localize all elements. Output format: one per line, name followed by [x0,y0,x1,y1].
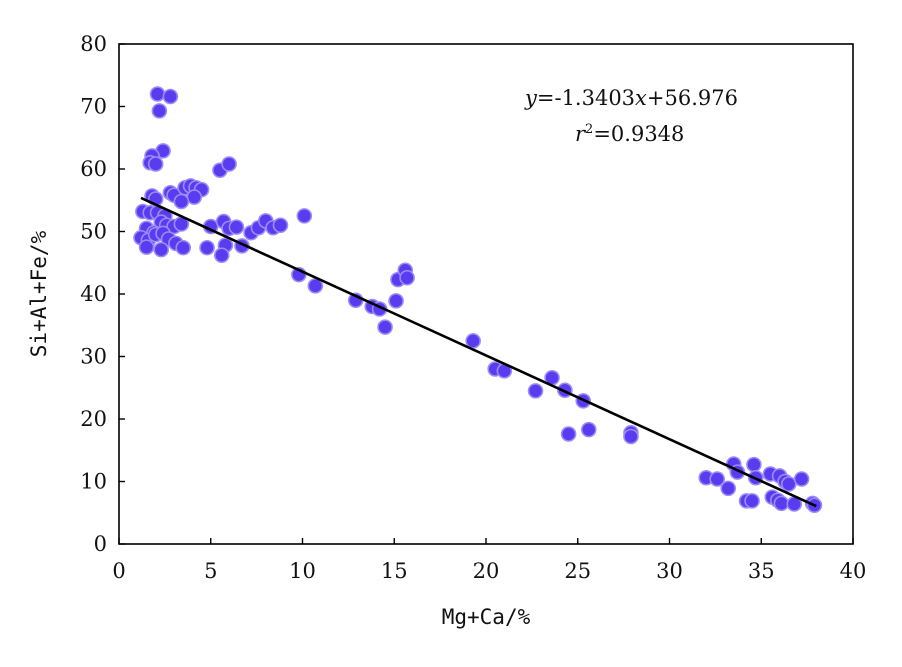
x-axis-title: Mg+Ca/% [442,605,531,629]
y-axis: 0 10 20 30 40 50 60 70 80 [80,32,125,556]
equation-intercept: +56.976 [647,86,738,110]
y-tick-label-30: 30 [80,345,107,369]
y-tick-label-20: 20 [80,407,107,431]
data-point-7 [147,156,164,172]
data-point-38 [175,239,192,256]
x-tick-label-5: 5 [204,559,217,583]
data-point-3 [151,103,168,119]
y-tick-label-50: 50 [80,220,107,244]
data-point-81 [746,456,762,473]
data-point-1 [149,86,166,102]
y-tick-label-0: 0 [94,532,107,556]
r-squared-sup: 2 [585,122,593,137]
x-tick-label-0: 0 [112,559,125,583]
data-point-59 [388,293,404,309]
y-tick-label-40: 40 [80,282,107,306]
data-point-43 [228,219,245,235]
data-point-58 [377,319,393,335]
data-point-45 [213,247,230,264]
data-point-36 [138,239,155,255]
y-tick-label-10: 10 [80,470,107,494]
y-axis-title: Si+Al+Fe/% [27,230,51,357]
data-point-87 [773,495,790,512]
data-point-66 [527,383,544,399]
data-point-75 [709,471,726,487]
r-squared-label: r2=0.9348 [575,122,684,146]
regression-equation: y=-1.3403x+56.976 [524,86,738,110]
x-tick-label-10: 10 [289,559,316,583]
r-squared-var: r [575,122,587,146]
equation-slope: =-1.3403 [537,86,635,110]
y-tick-label-60: 60 [80,157,107,181]
data-point-91 [793,471,810,487]
data-point-80 [744,493,760,509]
equation-y-var: y [524,86,538,110]
x-tick-label-15: 15 [381,559,408,583]
x-tick-label-20: 20 [473,559,500,583]
x-tick-label-30: 30 [656,559,683,583]
r-squared-value: =0.9348 [593,122,684,146]
equation-x-var: x [635,86,647,110]
data-point-63 [465,333,481,349]
data-point-73 [623,428,639,445]
data-point-19 [173,193,190,210]
regression-line [140,196,817,508]
data-point-37 [153,241,170,258]
data-point-52 [296,208,313,224]
y-tick-label-70: 70 [80,95,107,119]
x-axis: 0 5 10 15 20 25 30 35 40 [112,538,866,583]
data-point-69 [560,426,577,442]
x-tick-label-25: 25 [564,559,591,583]
data-point-9 [221,156,237,172]
data-point-2 [162,88,179,105]
x-tick-label-35: 35 [748,559,775,583]
data-point-51 [272,217,289,234]
y-tick-label-80: 80 [80,32,107,56]
data-point-89 [780,476,797,492]
data-point-71 [580,421,597,438]
data-points [133,86,823,514]
data-point-62 [399,269,415,286]
data-point-39 [199,239,215,256]
data-point-76 [720,480,737,497]
data-point-18 [186,189,203,205]
x-tick-label-40: 40 [840,559,867,583]
